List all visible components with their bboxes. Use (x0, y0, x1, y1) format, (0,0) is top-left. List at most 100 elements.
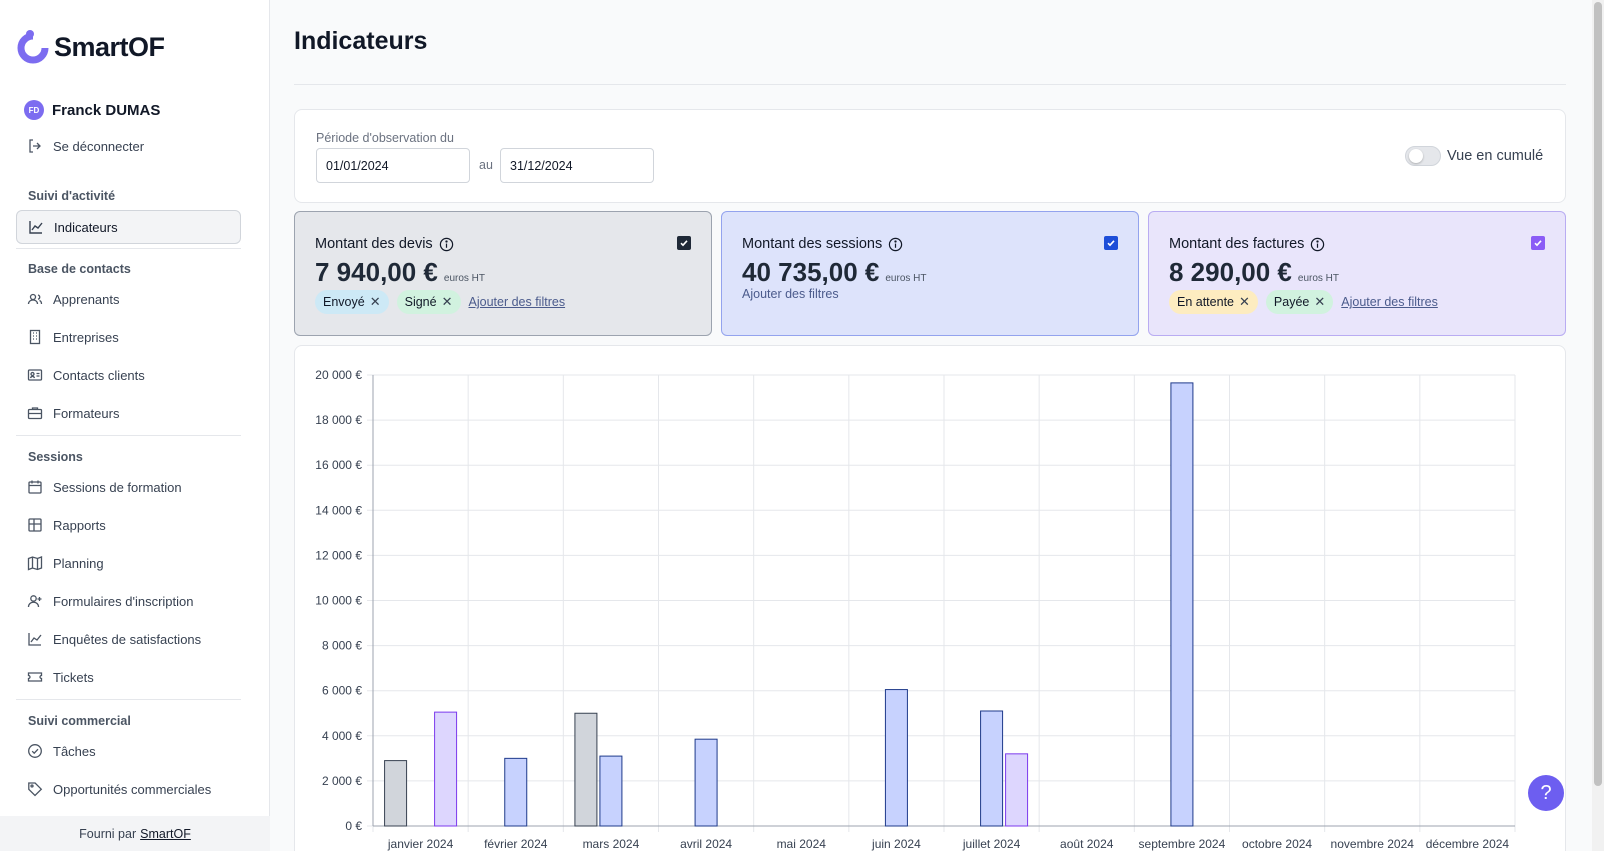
bar (980, 710, 1004, 827)
scrollbar-thumb[interactable] (1594, 2, 1602, 786)
cumulative-toggle[interactable] (1405, 146, 1441, 166)
chart-line-icon (28, 633, 42, 646)
sidebar-item-sessions-formation[interactable]: Sessions de formation (16, 470, 241, 504)
x-tick-label: avril 2024 (680, 837, 732, 851)
sidebar-item-opportunites[interactable]: Opportunités commerciales (16, 772, 241, 806)
metric-checkbox[interactable] (1104, 236, 1118, 250)
y-tick-label: 12 000 € (315, 548, 362, 562)
filter-chip-label: Envoyé (323, 295, 365, 309)
sidebar-item-contacts-clients[interactable]: Contacts clients (16, 358, 241, 392)
sidebar-item-enquetes[interactable]: Enquêtes de satisfactions (16, 622, 241, 656)
sidebar-item-formateurs[interactable]: Formateurs (16, 396, 241, 430)
sidebar-item-taches[interactable]: Tâches (16, 734, 241, 768)
section-title-contacts: Base de contacts (28, 262, 131, 276)
logo-icon (17, 30, 50, 64)
sidebar-item-planning[interactable]: Planning (16, 546, 241, 580)
title-divider (294, 84, 1566, 85)
sidebar-item-tickets[interactable]: Tickets (16, 660, 241, 694)
add-filters-link[interactable]: Ajouter des filtres (742, 287, 839, 301)
metric-card[interactable]: Montant des devis 7 940,00 € euros HT Envoy… (294, 211, 712, 336)
add-filters-link[interactable]: Ajouter des filtres (1341, 295, 1438, 309)
bar (694, 738, 718, 827)
y-tick-label: 2 000 € (322, 774, 362, 788)
footer-link[interactable]: SmartOF (140, 826, 191, 841)
help-button[interactable]: ? (1528, 775, 1564, 811)
filter-chip[interactable]: Envoyé ✕ (315, 290, 389, 314)
sidebar-item-label: Tâches (53, 743, 96, 759)
sidebar-item-label: Sessions de formation (53, 479, 182, 495)
metric-checkbox[interactable] (1531, 236, 1545, 250)
x-tick-label: octobre 2024 (1242, 837, 1312, 851)
info-icon[interactable] (1310, 237, 1325, 252)
divider (16, 435, 241, 436)
logout-link[interactable]: Se déconnecter (16, 129, 241, 163)
metric-title-row: Montant des devis (315, 236, 454, 252)
x-tick-label: mars 2024 (583, 837, 640, 851)
close-icon[interactable]: ✕ (369, 294, 381, 309)
footer-prefix: Fourni par (79, 826, 137, 841)
filter-chip[interactable]: Signé ✕ (396, 290, 461, 314)
user-name: Franck DUMAS (52, 101, 161, 119)
info-icon[interactable] (888, 237, 903, 252)
y-tick-label: 6 000 € (322, 684, 362, 698)
close-icon[interactable]: ✕ (441, 294, 453, 309)
chart-line-icon (29, 221, 43, 234)
sidebar-item-label: Apprenants (53, 291, 120, 307)
date-to-input[interactable] (500, 148, 654, 183)
sidebar-footer: Fourni par SmartOF (0, 816, 270, 851)
filter-chip-label: Payée (1273, 295, 1310, 309)
metric-card[interactable]: Montant des factures 8 290,00 € euros HT En… (1148, 211, 1566, 336)
id-card-icon (27, 369, 43, 381)
metric-title: Montant des sessions (742, 236, 883, 252)
map-icon (27, 556, 43, 571)
bar (384, 760, 408, 827)
close-icon[interactable]: ✕ (1314, 294, 1326, 309)
sidebar-item-label: Formulaires d'inscription (53, 593, 194, 609)
metric-value: 7 940,00 € euros HT (315, 257, 485, 288)
divider (16, 699, 241, 700)
period-filter-card: Période d'observation du au Vue en cumul… (294, 109, 1566, 203)
user-profile[interactable]: FD Franck DUMAS (24, 100, 160, 120)
date-separator: au (479, 158, 493, 172)
info-icon[interactable] (439, 237, 454, 252)
scrollbar[interactable] (1592, 0, 1604, 851)
y-tick-label: 0 € (345, 819, 362, 833)
bar (574, 712, 598, 827)
sidebar-item-apprenants[interactable]: Apprenants (16, 282, 241, 316)
logo-text: SmartOF (54, 31, 165, 62)
sidebar-item-rapports[interactable]: Rapports (16, 508, 241, 542)
y-tick-label: 18 000 € (315, 413, 362, 427)
x-tick-label: juin 2024 (871, 837, 921, 851)
metric-card[interactable]: Montant des sessions 40 735,00 € euros HT A… (721, 211, 1139, 336)
date-from-input[interactable] (316, 148, 470, 183)
close-icon[interactable]: ✕ (1239, 294, 1250, 309)
sidebar-item-label: Planning (53, 555, 104, 571)
ticket-icon (27, 672, 43, 682)
add-filters-link[interactable]: Ajouter des filtres (468, 295, 566, 309)
y-tick-label: 14 000 € (315, 503, 362, 517)
filter-chip[interactable]: Payée ✕ (1265, 290, 1334, 314)
x-tick-label: septembre 2024 (1139, 837, 1226, 851)
metric-checkbox[interactable] (677, 236, 691, 250)
period-label: Période d'observation du (316, 131, 454, 145)
divider (16, 248, 241, 249)
x-tick-label: août 2024 (1060, 837, 1114, 851)
smartof-logo[interactable]: SmartOF (16, 30, 165, 64)
tag-icon (28, 782, 43, 797)
filter-chip[interactable]: En attente ✕ (1169, 290, 1258, 314)
calendar-icon (28, 480, 42, 494)
section-title-commercial: Suivi commercial (28, 714, 131, 728)
section-title-activity: Suivi d'activité (28, 189, 116, 203)
sidebar-item-label: Formateurs (53, 405, 120, 421)
logout-label: Se déconnecter (53, 138, 145, 154)
bar-chart: 0 € 2 000 € 4 000 € 6 000 € 8 000 € 10 000 € 1… (315, 368, 1516, 851)
briefcase-icon (27, 407, 43, 420)
sidebar-item-label: Contacts clients (53, 367, 145, 383)
x-tick-label: décembre 2024 (1426, 837, 1510, 851)
sidebar-item-indicateurs[interactable]: Indicateurs (16, 210, 241, 244)
sidebar-item-formulaires[interactable]: Formulaires d'inscription (16, 584, 241, 618)
metric-filters: Envoyé ✕ Signé ✕ Ajouter des filtres (315, 290, 565, 314)
metric-amount: 40 735,00 € (742, 257, 880, 287)
sidebar-item-entreprises[interactable]: Entreprises (16, 320, 241, 354)
chart-card: 0 € 2 000 € 4 000 € 6 000 € 8 000 € 10 000 € 1… (294, 345, 1566, 851)
